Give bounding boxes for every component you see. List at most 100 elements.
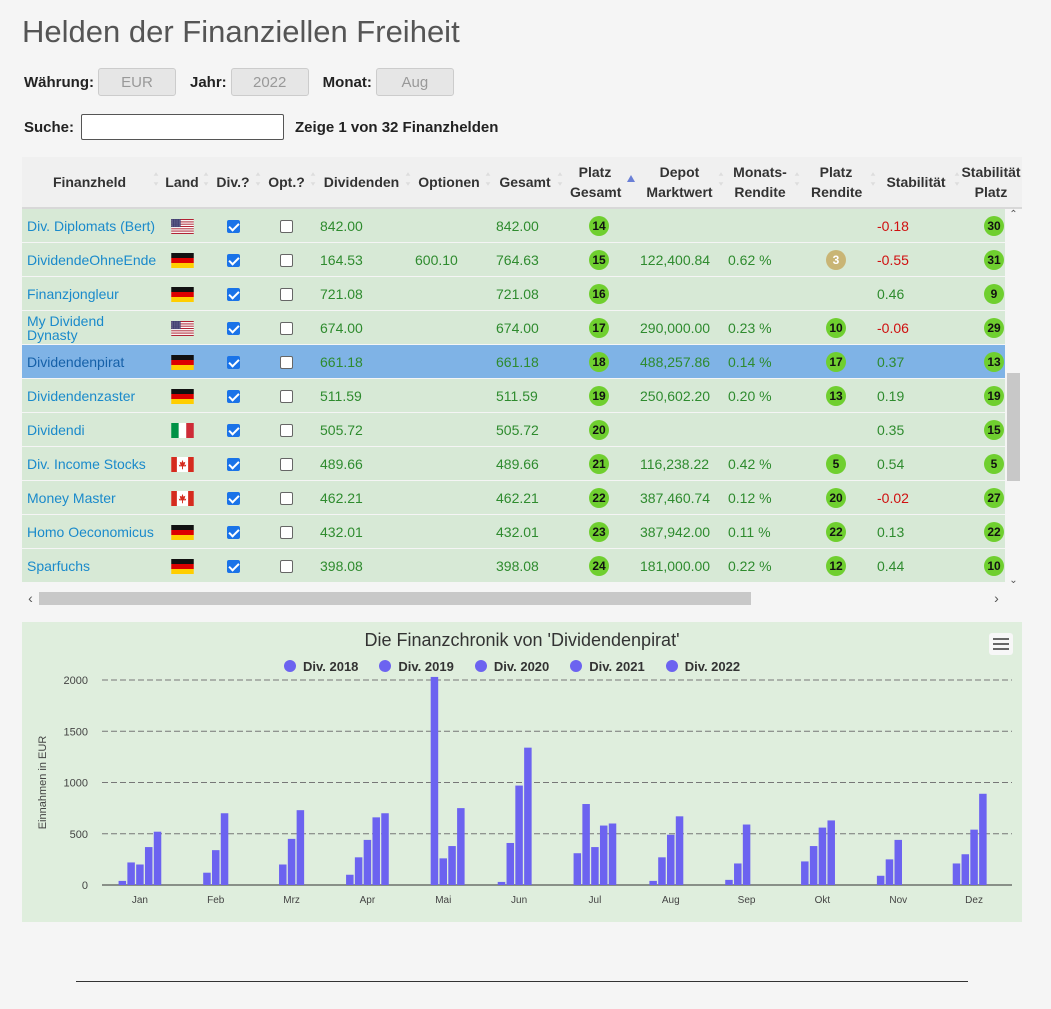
column-header-label: Stabilität (886, 174, 946, 190)
div-checkbox-cell (207, 413, 259, 447)
hero-name-link[interactable]: DividendeOhneEnde (27, 252, 157, 268)
vertical-scroll-thumb[interactable] (1007, 373, 1020, 481)
hero-name-link[interactable]: Div. Income Stocks (27, 456, 146, 472)
legend-item[interactable]: Div. 2021 (570, 659, 645, 674)
legend-label: Div. 2019 (398, 658, 454, 674)
monatsrendite-cell: 0.12 % (728, 490, 772, 506)
table-row[interactable]: Finanzjongleur 721.08 721.08 0.46 16 9 (22, 277, 1005, 311)
chart-menu-icon[interactable] (989, 633, 1013, 655)
table-row[interactable]: Homo Oeconomicus 432.01 432.01 387,942.00 0.… (22, 515, 1005, 549)
hero-name-link[interactable]: Money Master (27, 490, 116, 506)
div-checkbox-cell (207, 345, 259, 379)
legend-item[interactable]: Div. 2019 (379, 658, 454, 674)
table-row[interactable]: Dividendi 505.72 505.72 0.35 20 15 (22, 413, 1005, 447)
depot-cell: 250,602.20 (640, 388, 711, 404)
dividend-checkbox[interactable] (226, 219, 240, 233)
optionen-cell (409, 549, 489, 583)
column-header-stabilitaet[interactable]: Stabilität (874, 157, 958, 207)
options-checkbox[interactable] (280, 491, 293, 505)
flag-ca-icon (157, 481, 207, 515)
column-header-platz-gesamt[interactable]: Platz Gesamt (561, 157, 635, 207)
dividend-checkbox[interactable] (226, 253, 240, 267)
legend-item[interactable]: Div. 2020 (474, 659, 549, 674)
options-checkbox[interactable] (280, 389, 293, 403)
hero-name-link[interactable]: Homo Oeconomicus (27, 524, 154, 540)
chart-plot: 0 500 1000 1500 2000 Einnahmen in EUR Jan Feb Mr… (37, 675, 1012, 906)
search-input[interactable] (81, 114, 285, 140)
horizontal-scrollbar[interactable]: ‹ › (22, 589, 1022, 607)
options-checkbox[interactable] (280, 321, 293, 335)
table-row[interactable]: My Dividend Dynasty 674.00 674.00 290,000.0… (22, 311, 1005, 345)
platz-rendite-cell: 3 (798, 243, 874, 277)
table-header: Finanzheld Land Div.? Opt.? Dividenden Option… (22, 157, 1022, 209)
hero-name-link[interactable]: Finanzjongleur (27, 286, 119, 302)
dividend-checkbox[interactable] (226, 355, 240, 369)
hero-name-link[interactable]: Dividendenzaster (27, 388, 136, 404)
chart-bar (497, 881, 506, 885)
table-row[interactable]: Sparfuchs 398.08 398.08 181,000.00 0.22 % 0.4… (22, 549, 1005, 583)
chart-bar (649, 880, 657, 885)
scroll-right-icon[interactable]: › (994, 590, 999, 606)
rank-badge: 5 (826, 454, 846, 474)
column-header-monatsrendite[interactable]: Monats-Rendite (722, 157, 798, 207)
table-row[interactable]: Money Master 462.21 462.21 387,460.74 0.12 %… (22, 481, 1005, 515)
depot-cell (637, 413, 722, 447)
options-checkbox[interactable] (280, 559, 293, 573)
table-row[interactable]: Div. Income Stocks 489.66 489.66 116,238.22… (22, 447, 1005, 481)
options-checkbox[interactable] (280, 287, 293, 301)
year-select[interactable]: 2022 (230, 68, 309, 96)
table-row[interactable]: Dividendenpirat 661.18 661.18 488,257.86 0.1… (22, 345, 1005, 379)
options-checkbox[interactable] (280, 423, 293, 437)
options-checkbox[interactable] (280, 219, 293, 233)
column-header-platz-rendite[interactable]: Platz Rendite (798, 157, 874, 207)
hero-name-link[interactable]: Dividendenpirat (27, 354, 125, 370)
column-header-opt[interactable]: Opt.? (259, 157, 314, 207)
options-checkbox[interactable] (280, 253, 293, 267)
column-header-depot[interactable]: Depot Marktwert (637, 157, 722, 207)
dividend-checkbox[interactable] (226, 457, 240, 471)
hero-name-link[interactable]: Sparfuchs (27, 558, 91, 574)
scroll-up-icon[interactable]: ⌃ (1009, 209, 1018, 220)
dividend-checkbox[interactable] (226, 559, 240, 573)
scroll-left-icon[interactable]: ‹ (28, 590, 33, 606)
currency-select[interactable]: EUR (97, 68, 176, 96)
legend-item[interactable]: Div. 2022 (665, 659, 740, 674)
rank-badge: 9 (984, 284, 1004, 304)
stabilitaet-platz-cell: 15 (958, 413, 1005, 447)
hero-name-link[interactable]: Dividendi (27, 422, 85, 438)
horizontal-scroll-thumb[interactable] (39, 592, 751, 605)
column-header-div[interactable]: Div.? (207, 157, 259, 207)
column-header-gesamt[interactable]: Gesamt (489, 157, 561, 207)
column-header-name[interactable]: Finanzheld (22, 157, 157, 207)
hero-name-link[interactable]: My Dividend Dynasty (27, 313, 105, 343)
dividend-checkbox[interactable] (226, 287, 240, 301)
dividend-checkbox[interactable] (226, 491, 240, 505)
column-header-optionen[interactable]: Optionen (409, 157, 489, 207)
table-row[interactable]: DividendeOhneEnde 164.53 600.10 764.63 122,4… (22, 243, 1005, 277)
hero-name-link[interactable]: Div. Diplomats (Bert) (27, 218, 156, 234)
opt-checkbox-cell (259, 209, 314, 243)
div-checkbox-cell (207, 481, 259, 515)
month-select[interactable]: Aug (375, 68, 454, 96)
options-checkbox[interactable] (280, 457, 293, 471)
column-header-stabilitaet-platz[interactable]: Stabilität Platz (958, 157, 1022, 207)
scroll-down-icon[interactable]: ⌄ (1009, 575, 1018, 586)
depot-cell (637, 277, 722, 311)
dividend-checkbox[interactable] (226, 423, 240, 437)
dividend-checkbox[interactable] (226, 321, 240, 335)
legend-item[interactable]: Div. 2018 (284, 659, 358, 674)
options-checkbox[interactable] (280, 525, 293, 539)
chart-bar (203, 872, 211, 885)
gesamt-cell: 721.08 (496, 286, 539, 302)
vertical-scrollbar[interactable]: ⌃ ⌄ (1005, 209, 1022, 589)
options-checkbox[interactable] (280, 355, 293, 369)
heroes-table: Finanzheld Land Div.? Opt.? Dividenden Option… (22, 157, 1022, 607)
column-header-land[interactable]: Land (157, 157, 207, 207)
dividend-checkbox[interactable] (226, 389, 240, 403)
table-row[interactable]: Dividendenzaster 511.59 511.59 250,602.20 0.… (22, 379, 1005, 413)
chart-bar (118, 880, 127, 885)
column-header-dividenden[interactable]: Dividenden (314, 157, 409, 207)
rank-badge: 31 (984, 250, 1004, 270)
table-row[interactable]: Div. Diplomats (Bert) 842.00 842.00 -0.18 14… (22, 209, 1005, 243)
dividend-checkbox[interactable] (226, 525, 240, 539)
